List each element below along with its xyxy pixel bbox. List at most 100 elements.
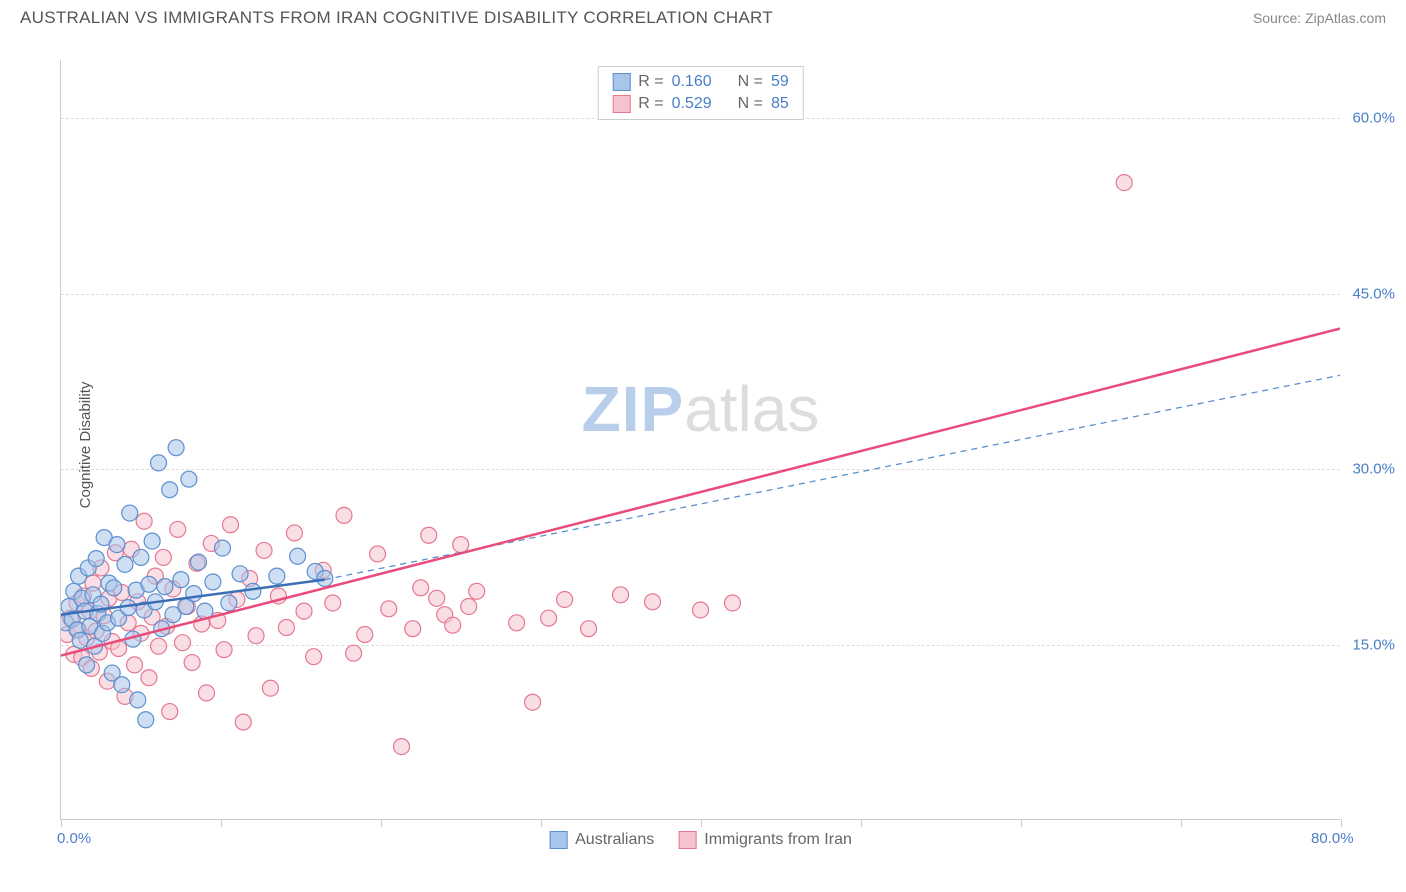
scatter-point [421, 527, 437, 543]
legend-r-value-0: 0.160 [672, 73, 712, 91]
scatter-point [245, 583, 261, 599]
scatter-point [357, 627, 373, 643]
scatter-point [453, 537, 469, 553]
legend-bottom-iran: Immigrants from Iran [678, 831, 852, 849]
chart-source: Source: ZipAtlas.com [1253, 10, 1386, 26]
scatter-point [109, 537, 125, 553]
scatter-point [346, 645, 362, 661]
scatter-point [222, 517, 238, 533]
scatter-point [133, 549, 149, 565]
scatter-point [469, 583, 485, 599]
plot-area: ZIPatlas 15.0%30.0%45.0%60.0% 0.0%80.0% … [60, 60, 1340, 820]
scatter-point [122, 505, 138, 521]
scatter-point [221, 595, 237, 611]
scatter-point [181, 471, 197, 487]
legend-top: R = 0.160 N = 59 R = 0.529 N = 85 [597, 66, 804, 120]
scatter-point [117, 556, 133, 572]
y-tick-label: 30.0% [1352, 461, 1395, 478]
scatter-point [162, 704, 178, 720]
scatter-point [138, 712, 154, 728]
scatter-point [175, 635, 191, 651]
scatter-point [325, 595, 341, 611]
scatter-point [445, 617, 461, 633]
legend-swatch-iran [612, 95, 630, 113]
scatter-point [645, 594, 661, 610]
legend-row-iran: R = 0.529 N = 85 [612, 93, 789, 115]
legend-bottom-label-1: Immigrants from Iran [704, 831, 852, 849]
scatter-point [248, 628, 264, 644]
scatter-point [581, 621, 597, 637]
y-tick-label: 45.0% [1352, 285, 1395, 302]
legend-bottom: Australians Immigrants from Iran [549, 831, 852, 849]
scatter-point [461, 598, 477, 614]
scatter-point [144, 533, 160, 549]
scatter-point [214, 540, 230, 556]
scatter-svg [61, 60, 1340, 819]
scatter-point [370, 546, 386, 562]
scatter-point [106, 580, 122, 596]
scatter-point [232, 566, 248, 582]
scatter-point [157, 579, 173, 595]
scatter-point [262, 680, 278, 696]
scatter-point [429, 590, 445, 606]
scatter-point [184, 655, 200, 671]
scatter-point [256, 542, 272, 558]
scatter-point [190, 554, 206, 570]
y-tick-label: 60.0% [1352, 110, 1395, 127]
scatter-point [141, 670, 157, 686]
scatter-point [394, 739, 410, 755]
scatter-point [205, 574, 221, 590]
scatter-point [127, 657, 143, 673]
scatter-point [151, 638, 167, 654]
legend-bottom-swatch-iran [678, 831, 696, 849]
legend-bottom-australians: Australians [549, 831, 654, 849]
scatter-point [509, 615, 525, 631]
scatter-point [381, 601, 397, 617]
scatter-point [296, 603, 312, 619]
chart-header: AUSTRALIAN VS IMMIGRANTS FROM IRAN COGNI… [0, 0, 1406, 32]
scatter-point [216, 642, 232, 658]
scatter-point [1116, 175, 1132, 191]
scatter-point [136, 513, 152, 529]
chart-title: AUSTRALIAN VS IMMIGRANTS FROM IRAN COGNI… [20, 8, 773, 28]
scatter-point [336, 507, 352, 523]
scatter-point [170, 521, 186, 537]
scatter-point [130, 692, 146, 708]
scatter-point [88, 551, 104, 567]
scatter-point [693, 602, 709, 618]
legend-bottom-label-0: Australians [575, 831, 654, 849]
scatter-point [525, 694, 541, 710]
scatter-point [235, 714, 251, 730]
legend-n-label-1: N = [738, 95, 763, 113]
x-tick-label: 80.0% [1311, 830, 1354, 847]
legend-swatch-australians [612, 73, 630, 91]
scatter-point [278, 620, 294, 636]
scatter-point [79, 657, 95, 673]
scatter-point [162, 482, 178, 498]
scatter-point [168, 440, 184, 456]
legend-n-label-0: N = [738, 73, 763, 91]
legend-r-label-1: R = [638, 95, 663, 113]
scatter-point [290, 548, 306, 564]
legend-r-value-1: 0.529 [672, 95, 712, 113]
scatter-point [269, 568, 285, 584]
scatter-point [405, 621, 421, 637]
scatter-point [114, 677, 130, 693]
legend-n-value-1: 85 [771, 95, 789, 113]
scatter-point [306, 649, 322, 665]
scatter-point [141, 576, 157, 592]
x-tick-label: 0.0% [57, 830, 91, 847]
scatter-point [198, 685, 214, 701]
scatter-point [151, 455, 167, 471]
scatter-point [72, 632, 88, 648]
chart-container: Cognitive Disability ZIPatlas 15.0%30.0%… [50, 50, 1370, 840]
scatter-point [173, 572, 189, 588]
scatter-point [724, 595, 740, 611]
scatter-point [613, 587, 629, 603]
scatter-point [155, 549, 171, 565]
scatter-point [286, 525, 302, 541]
legend-n-value-0: 59 [771, 73, 789, 91]
scatter-point [186, 586, 202, 602]
legend-bottom-swatch-australians [549, 831, 567, 849]
scatter-point [413, 580, 429, 596]
